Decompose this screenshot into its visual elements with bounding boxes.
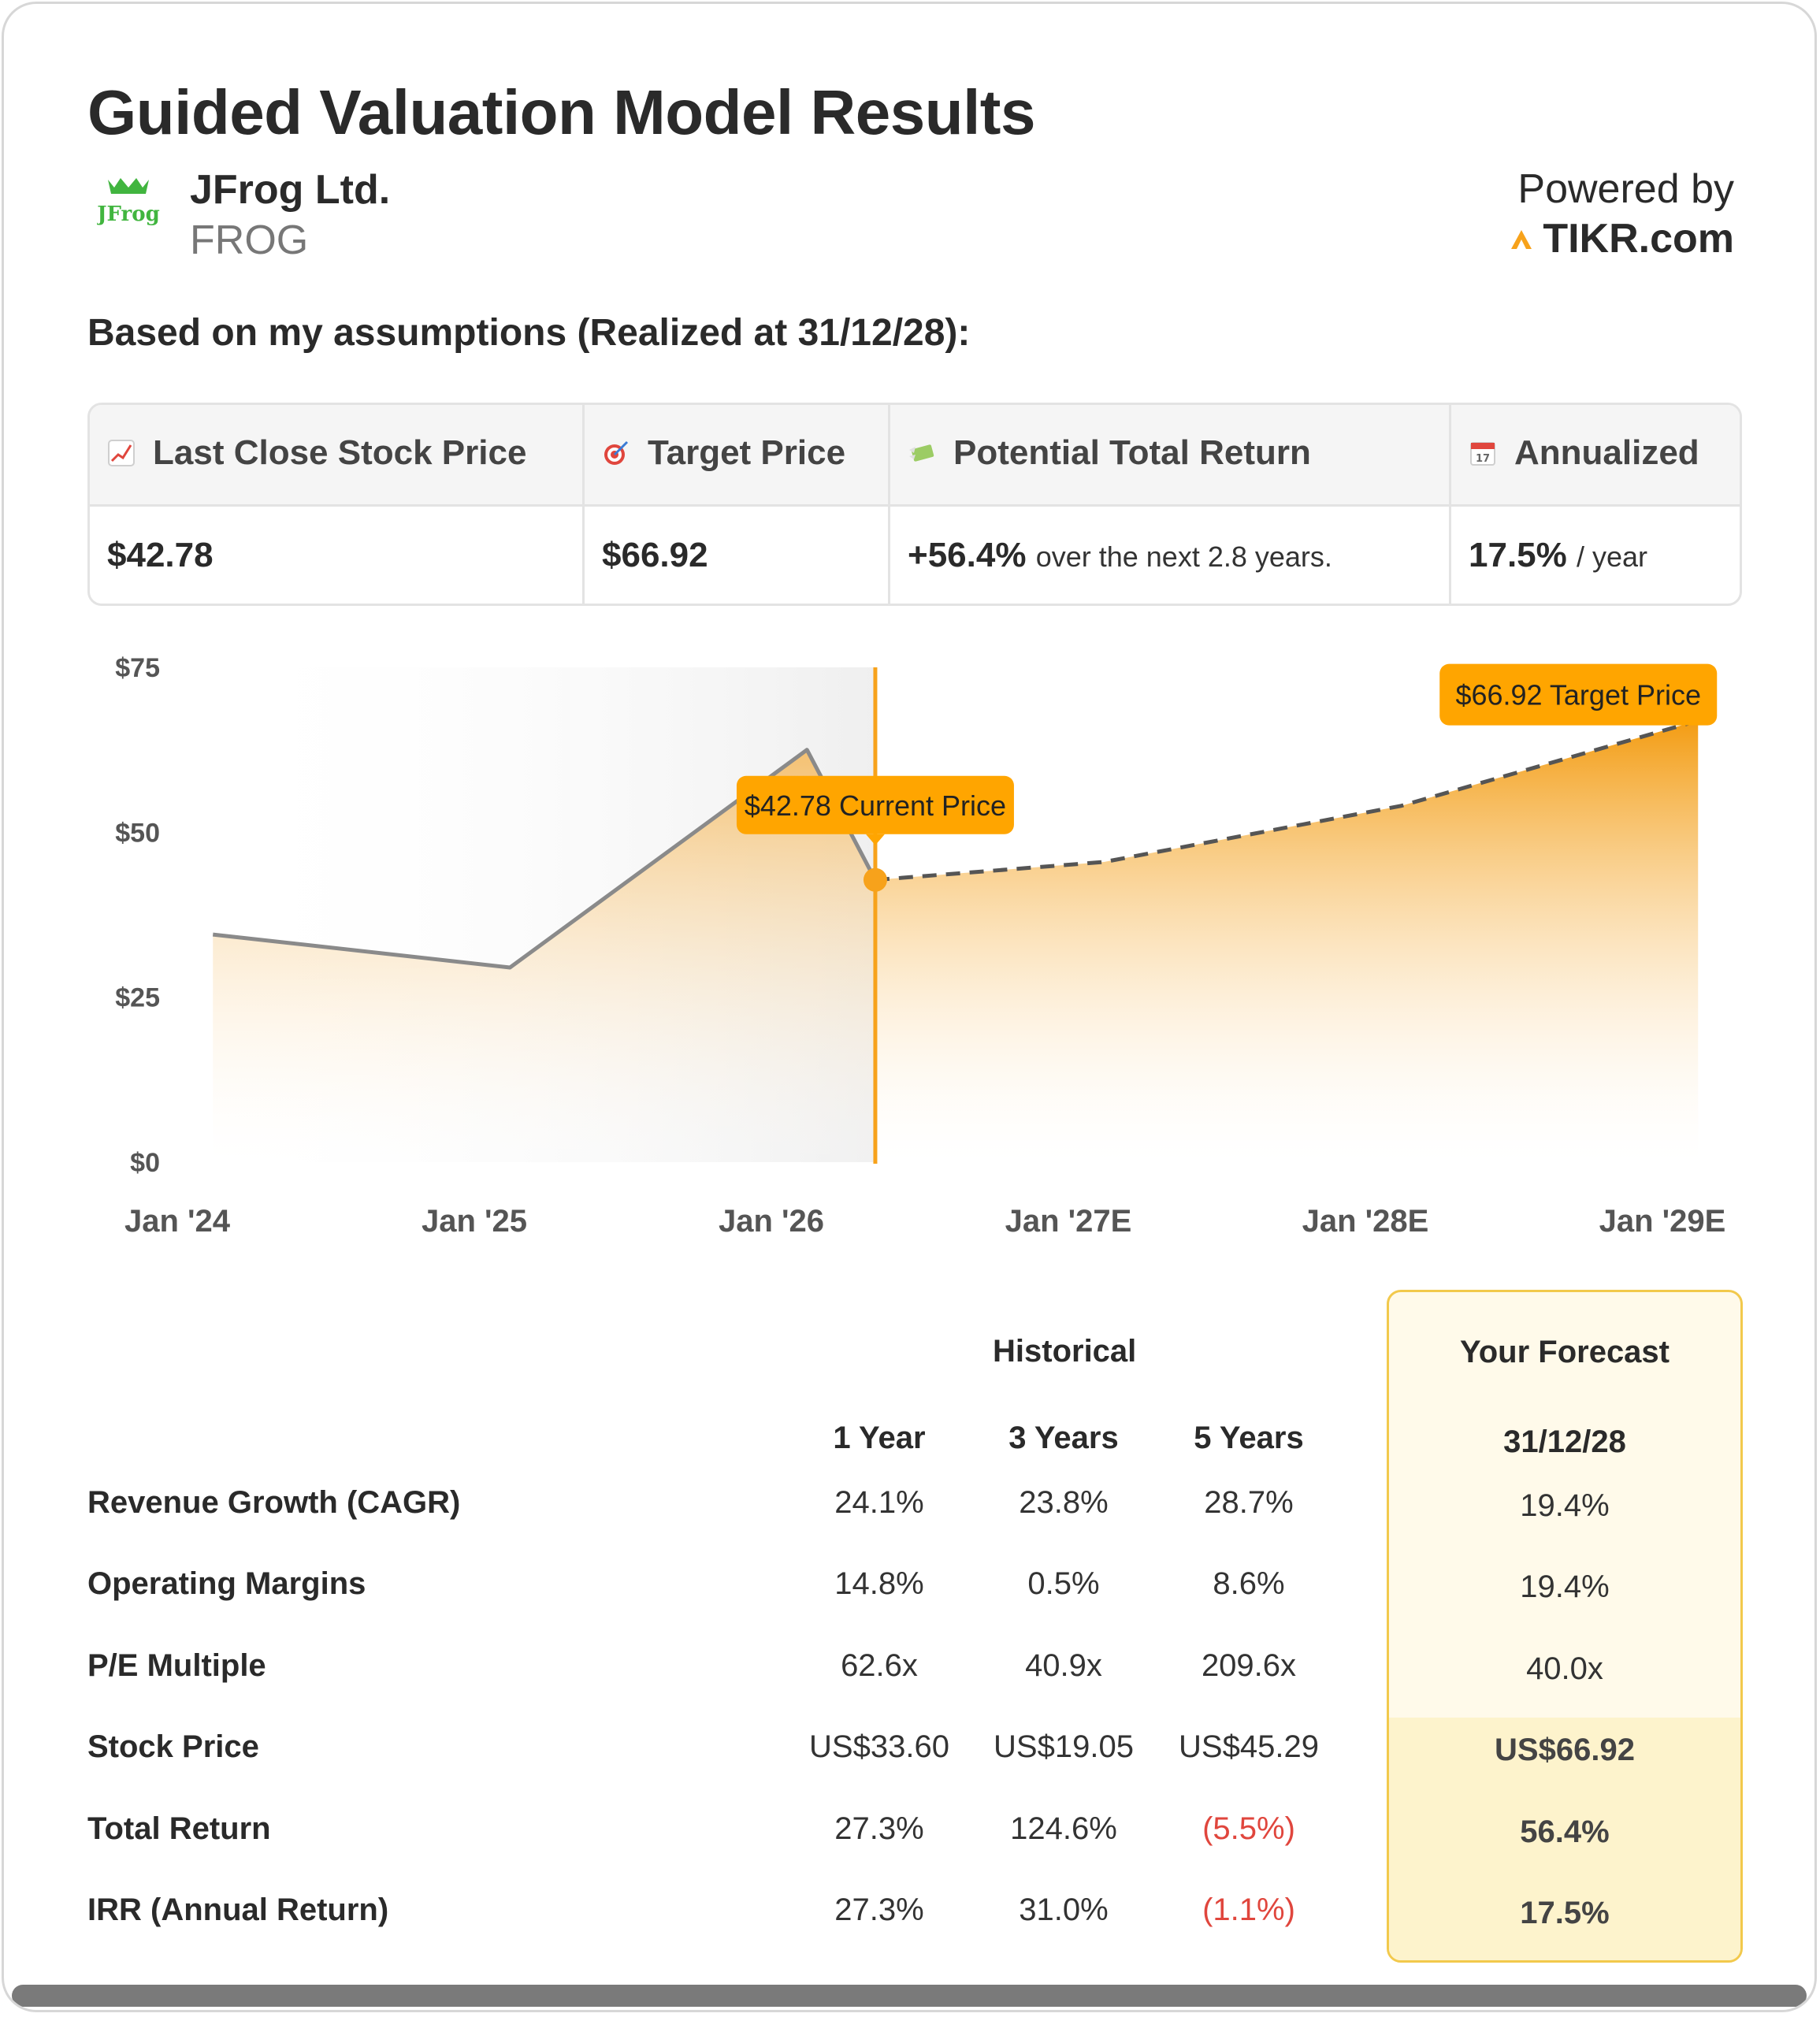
row-label: Total Return bbox=[87, 1811, 271, 1846]
table-cell: 31.0% bbox=[1019, 1893, 1109, 1927]
logo-text: JFrog bbox=[97, 202, 160, 226]
svg-text:$42.78 Current Price: $42.78 Current Price bbox=[745, 789, 1006, 822]
money-wings-icon bbox=[909, 444, 934, 462]
stat-value: 17.5% bbox=[1469, 536, 1567, 574]
historical-heading: Historical bbox=[993, 1334, 1137, 1369]
col-header-5-years: 5 Years bbox=[1194, 1421, 1304, 1455]
row-label: IRR (Annual Return) bbox=[87, 1893, 389, 1927]
x-tick-label: Jan '28E bbox=[1302, 1204, 1429, 1239]
x-tick-label: Jan '27E bbox=[1005, 1204, 1132, 1239]
target-icon bbox=[604, 440, 629, 465]
jfrog-logo: JFrog bbox=[97, 178, 160, 226]
svg-text:17: 17 bbox=[1476, 453, 1490, 465]
forecast-area bbox=[875, 720, 1699, 1162]
table-cell: US$19.05 bbox=[994, 1729, 1134, 1764]
forecast-cell: 56.4% bbox=[1520, 1815, 1610, 1849]
table-cell: 24.1% bbox=[834, 1485, 924, 1520]
forecast-cell: 19.4% bbox=[1520, 1569, 1610, 1604]
row-label: Operating Margins bbox=[87, 1566, 366, 1601]
forecast-date: 31/12/28 bbox=[1503, 1425, 1626, 1459]
calendar-icon: 17 bbox=[1470, 442, 1495, 466]
stat-value: $66.92 bbox=[602, 536, 708, 574]
summary-stats-table: Last Close Stock Price $42.78 Target Pri… bbox=[87, 403, 1742, 606]
forecast-cell: US$66.92 bbox=[1495, 1733, 1635, 1767]
forecast-cell: 17.5% bbox=[1520, 1896, 1610, 1930]
assumptions-heading: Based on my assumptions (Realized at 31/… bbox=[87, 312, 971, 354]
stat-last-close: Last Close Stock Price $42.78 bbox=[90, 405, 585, 604]
forecast-column: Your Forecast 31/12/28 bbox=[1387, 1290, 1743, 1963]
table-cell: US$33.60 bbox=[809, 1729, 949, 1764]
tikr-brand[interactable]: TIKR.com bbox=[1508, 215, 1734, 262]
x-tick-label: Jan '25 bbox=[422, 1204, 527, 1239]
y-tick-label: $75 bbox=[115, 653, 160, 683]
tikr-brand-text: TIKR.com bbox=[1543, 216, 1734, 262]
page-title: Guided Valuation Model Results bbox=[87, 77, 1035, 147]
target-price-label: $66.92 Target Price bbox=[1439, 663, 1718, 726]
table-cell: 62.6x bbox=[841, 1648, 918, 1683]
stat-value: +56.4% bbox=[908, 536, 1027, 574]
table-cell: (5.5%) bbox=[1202, 1811, 1295, 1846]
stat-target-price: Target Price $66.92 bbox=[585, 405, 890, 604]
row-label: P/E Multiple bbox=[87, 1648, 266, 1683]
table-cell: 8.6% bbox=[1213, 1566, 1285, 1601]
y-tick-label: $0 bbox=[130, 1148, 160, 1178]
table-cell: US$45.29 bbox=[1179, 1729, 1319, 1764]
table-cell: 124.6% bbox=[1010, 1811, 1117, 1846]
table-cell: 14.8% bbox=[834, 1566, 924, 1601]
x-tick-label: Jan '29E bbox=[1599, 1204, 1726, 1239]
x-axis-ticks: Jan '24 Jan '25 Jan '26 Jan '27E Jan '28E Jan… bbox=[124, 1204, 1725, 1239]
y-axis-ticks: $75 $50 $25 $0 bbox=[115, 653, 160, 1178]
stat-potential-return: Potential Total Return +56.4% over the n… bbox=[890, 405, 1451, 604]
forecast-cell: 40.0x bbox=[1526, 1651, 1603, 1686]
x-tick-label: Jan '24 bbox=[124, 1204, 231, 1239]
forecast-cell: 19.4% bbox=[1520, 1488, 1610, 1523]
forecast-results-highlight bbox=[1389, 1718, 1740, 1960]
price-chart: $75 $50 $25 $0 Jan '24 Jan '25 Jan '26 Jan '27… bbox=[115, 653, 1725, 1239]
powered-by-label: Powered by bbox=[1517, 166, 1734, 212]
table-cell: 27.3% bbox=[834, 1811, 924, 1846]
stat-label: Potential Total Return bbox=[953, 433, 1311, 472]
stat-annualized: 17 Annualized 17.5% / year bbox=[1451, 405, 1740, 604]
x-tick-label: Jan '26 bbox=[719, 1204, 824, 1239]
chart-increasing-icon bbox=[108, 440, 135, 466]
col-header-1-year: 1 Year bbox=[833, 1421, 926, 1455]
table-cell: 27.3% bbox=[834, 1893, 924, 1927]
table-cell: (1.1%) bbox=[1202, 1893, 1295, 1927]
tikr-logo-icon bbox=[1511, 230, 1532, 249]
row-label: Stock Price bbox=[87, 1729, 259, 1764]
current-price-dot bbox=[863, 867, 887, 892]
historical-area bbox=[213, 749, 875, 1162]
stat-label: Last Close Stock Price bbox=[153, 433, 527, 472]
col-header-3-years: 3 Years bbox=[1008, 1421, 1119, 1455]
forecast-price-line bbox=[875, 719, 1699, 882]
stat-suffix: / year bbox=[1577, 540, 1648, 573]
table-cell: 209.6x bbox=[1201, 1648, 1297, 1683]
table-cell: 40.9x bbox=[1025, 1648, 1102, 1683]
ticker-symbol: FROG bbox=[190, 217, 309, 263]
stat-label: Annualized bbox=[1514, 433, 1699, 472]
y-tick-label: $25 bbox=[115, 983, 160, 1013]
current-price-label: $42.78 Current Price bbox=[736, 775, 1014, 845]
stat-value: $42.78 bbox=[107, 536, 214, 574]
row-label: Revenue Growth (CAGR) bbox=[87, 1485, 461, 1520]
y-tick-label: $50 bbox=[115, 818, 160, 848]
company-name: JFrog Ltd. bbox=[190, 167, 391, 213]
svg-text:$66.92 Target Price: $66.92 Target Price bbox=[1455, 679, 1701, 711]
horizontal-scrollbar[interactable] bbox=[12, 1985, 1807, 2007]
table-cell: 28.7% bbox=[1204, 1485, 1294, 1520]
table-cell: 0.5% bbox=[1027, 1566, 1100, 1601]
stat-suffix: over the next 2.8 years. bbox=[1035, 540, 1332, 573]
table-cell: 23.8% bbox=[1019, 1485, 1109, 1520]
stat-label: Target Price bbox=[648, 433, 846, 472]
forecast-heading: Your Forecast bbox=[1460, 1335, 1670, 1369]
